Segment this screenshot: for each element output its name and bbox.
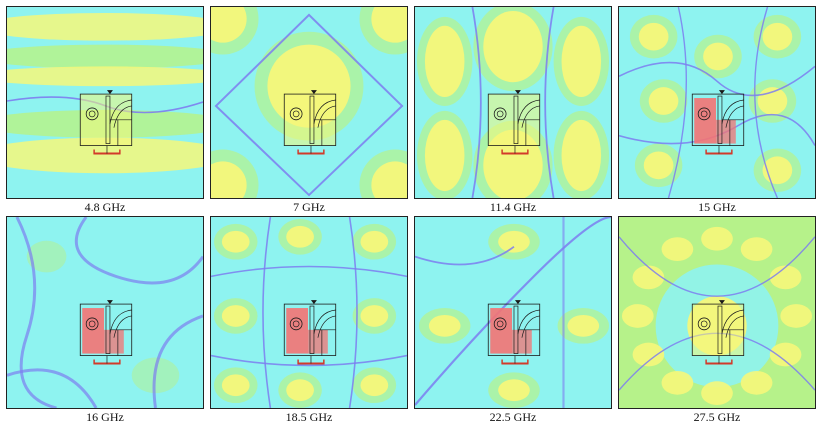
field-map-16ghz (6, 216, 204, 409)
caption-11-4ghz: 11.4 GHz (489, 200, 537, 214)
caption-7ghz: 7 GHz (293, 200, 325, 214)
panel-7ghz: 7 GHz (210, 6, 408, 214)
antenna-structure (691, 90, 745, 155)
panel-4-8ghz: 4.8 GHz (6, 6, 204, 214)
panel-11-4ghz: 11.4 GHz (414, 6, 612, 214)
field-map-7ghz (210, 6, 408, 199)
antenna-structure (487, 90, 541, 155)
field-map-15ghz (618, 6, 816, 199)
frequency-panel-grid: 4.8 GHz 7 GHz 11.4 GHz 15 GHz 16 GHz 18.… (6, 6, 818, 424)
field-map-svg (211, 7, 407, 198)
field-map-svg (415, 217, 611, 408)
antenna-structure (79, 300, 133, 365)
field-map-27-5ghz (618, 216, 816, 409)
field-map-4-8ghz (6, 6, 204, 199)
field-map-svg (211, 217, 407, 408)
field-map-22-5ghz (414, 216, 612, 409)
panel-16ghz: 16 GHz (6, 216, 204, 424)
antenna-structure (283, 90, 337, 155)
caption-18-5ghz: 18.5 GHz (285, 410, 333, 424)
caption-4-8ghz: 4.8 GHz (84, 200, 126, 214)
antenna-structure (691, 300, 745, 365)
field-map-svg (415, 7, 611, 198)
antenna-structure (79, 90, 133, 155)
antenna-structure (283, 300, 337, 365)
panel-22-5ghz: 22.5 GHz (414, 216, 612, 424)
antenna-structure (487, 300, 541, 365)
caption-27-5ghz: 27.5 GHz (693, 410, 741, 424)
panel-15ghz: 15 GHz (618, 6, 816, 214)
field-map-svg (7, 7, 203, 198)
field-map-11-4ghz (414, 6, 612, 199)
caption-15ghz: 15 GHz (698, 200, 736, 214)
panel-27-5ghz: 27.5 GHz (618, 216, 816, 424)
field-map-svg (619, 7, 815, 198)
caption-16ghz: 16 GHz (86, 410, 124, 424)
caption-22-5ghz: 22.5 GHz (489, 410, 537, 424)
panel-18-5ghz: 18.5 GHz (210, 216, 408, 424)
field-map-svg (619, 217, 815, 408)
field-map-svg (7, 217, 203, 408)
field-map-18-5ghz (210, 216, 408, 409)
